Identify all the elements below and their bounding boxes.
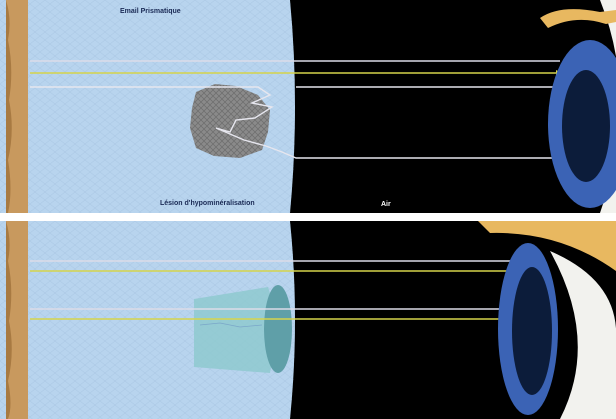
diagram-bottom — [0, 221, 616, 419]
lesion-lens-edge — [264, 285, 292, 373]
label-air: Air — [381, 201, 391, 208]
lesion-shape — [190, 84, 270, 158]
lesion-lens — [194, 287, 275, 373]
diagram-top — [0, 0, 616, 213]
panel-hypomineralised-lesion: Email Prismatique Lésion d'hypominéralis… — [0, 0, 616, 213]
eye-icon — [540, 0, 616, 213]
panel-refraction-lesion — [0, 221, 616, 419]
dentin-strip — [6, 221, 28, 419]
panel-separator — [0, 213, 616, 221]
dentin-strip — [6, 0, 28, 213]
label-lesion: Lésion d'hypominéralisation — [160, 200, 255, 207]
label-enamel: Email Prismatique — [120, 8, 181, 15]
eye-icon — [478, 221, 616, 419]
ray-white-scattered — [30, 86, 556, 159]
